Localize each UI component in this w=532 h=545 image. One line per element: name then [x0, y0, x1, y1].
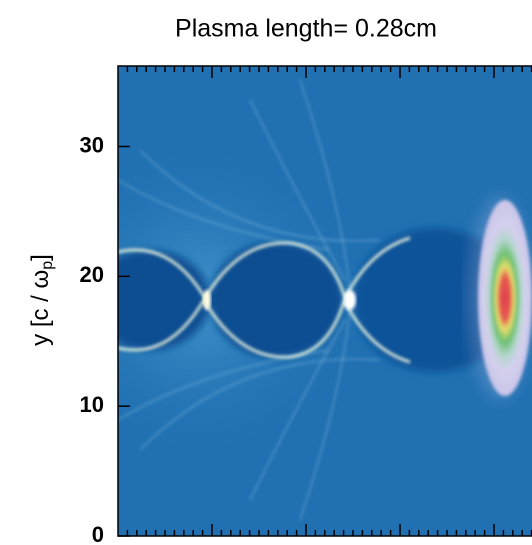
y-label-main: y [c / ω	[27, 270, 54, 346]
y-tick-label: 0	[92, 522, 104, 545]
y-tick-label: 20	[80, 262, 104, 287]
y-tick-label: 10	[80, 392, 104, 417]
plot-frame	[117, 65, 532, 537]
y-axis-label: y [c / ωp]	[27, 254, 56, 346]
heatmap-image	[118, 66, 532, 536]
y-label-end: ]	[27, 254, 54, 261]
x-axis-ticks	[126, 66, 532, 536]
y-tick-label: 30	[80, 132, 104, 157]
y-label-sub: p	[39, 261, 56, 270]
chart-title: Plasma length= 0.28cm	[175, 15, 437, 43]
